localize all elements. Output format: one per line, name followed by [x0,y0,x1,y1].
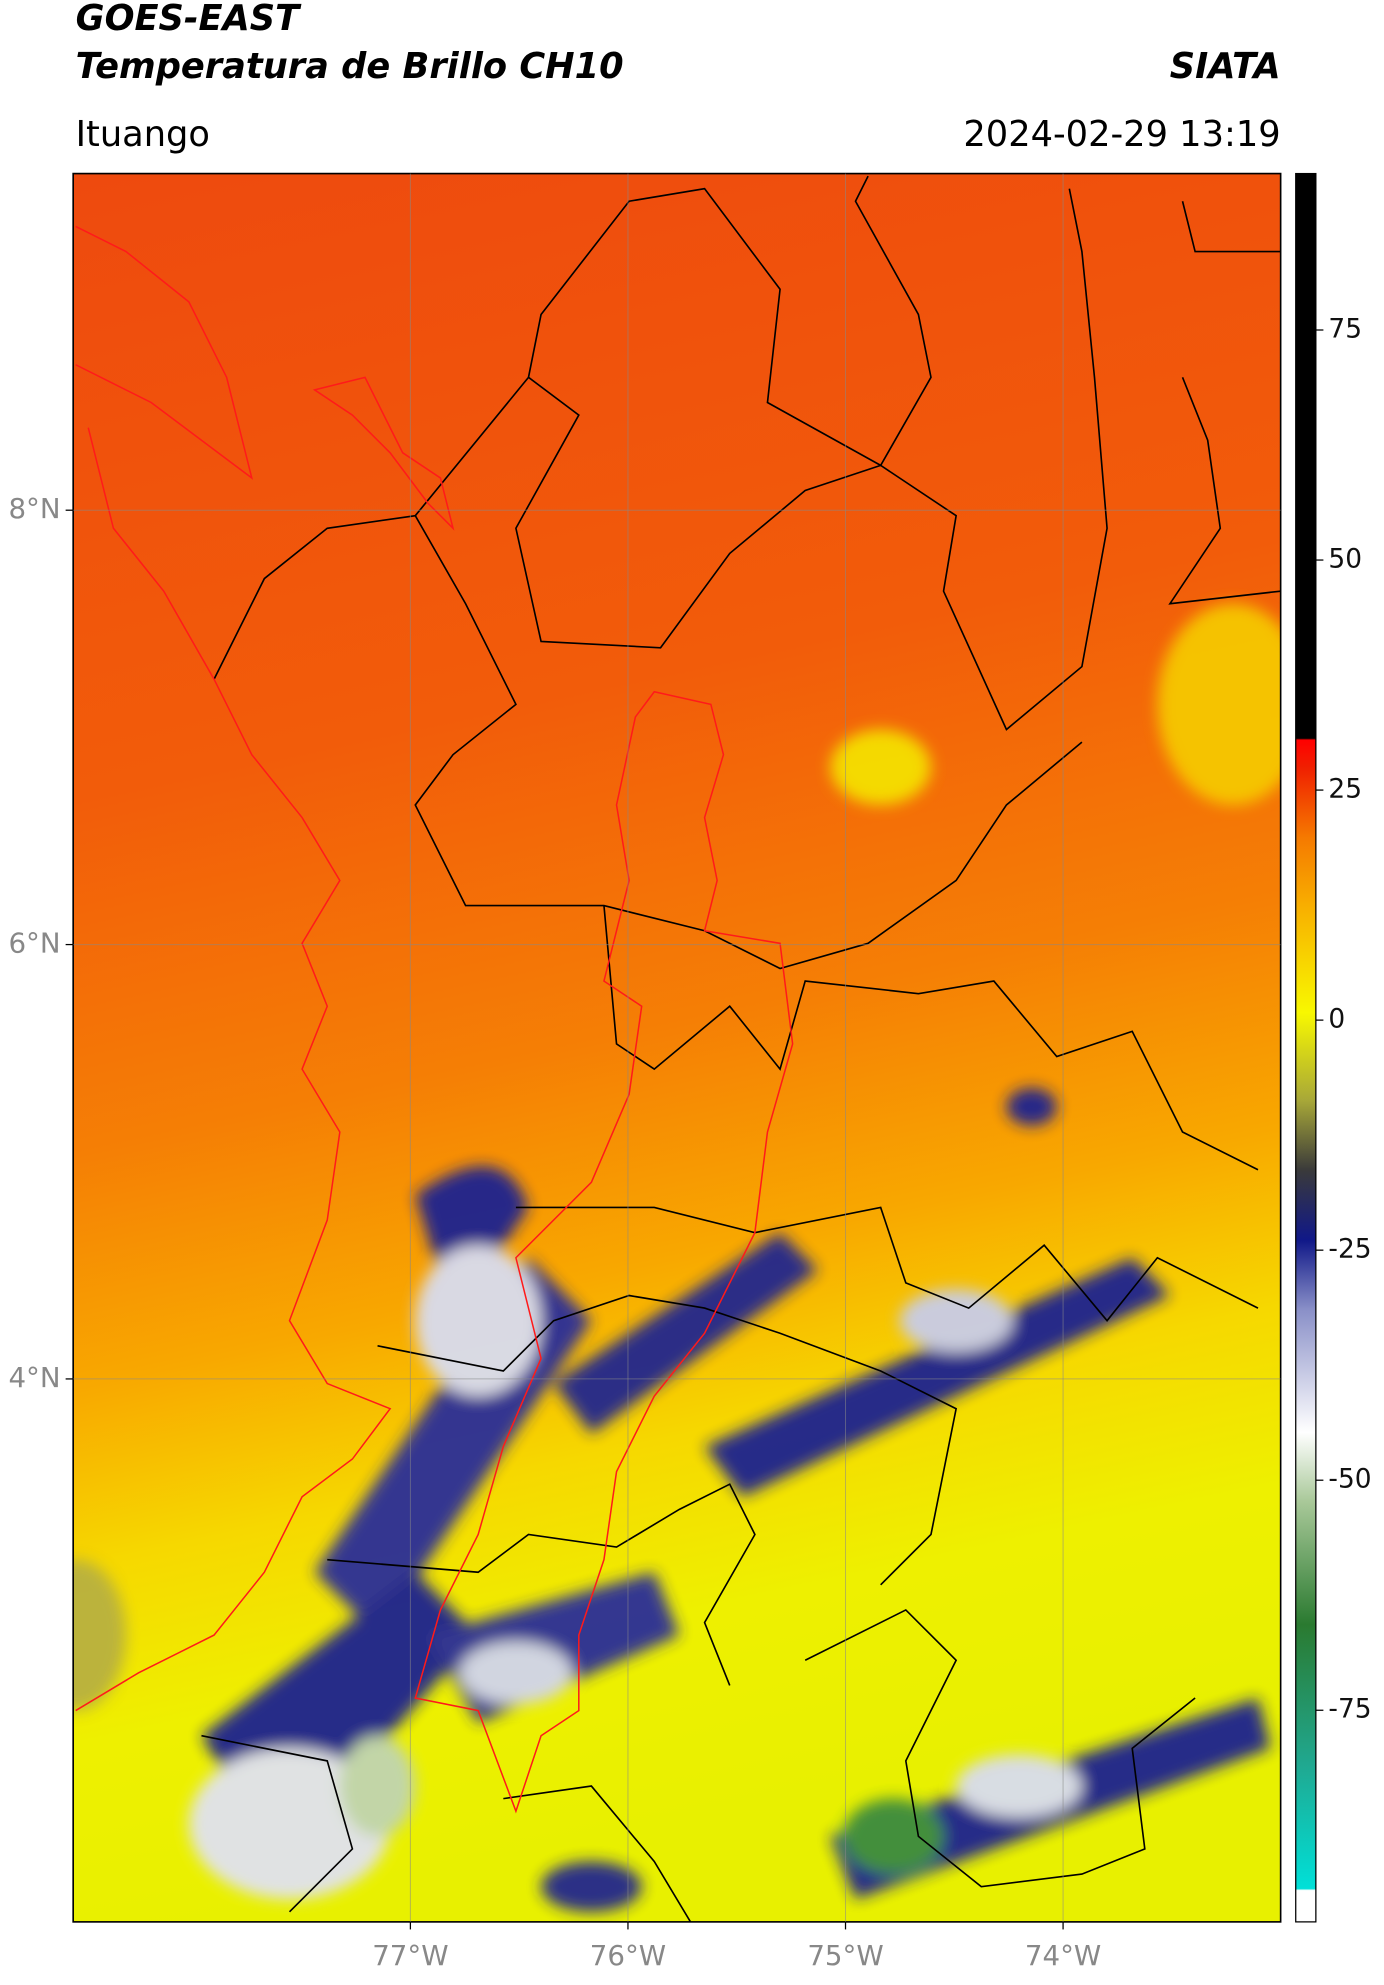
datetime: 2024-02-29 13:19 [963,114,1280,155]
map-image [73,173,1281,1922]
colorbar-tick-label: 25 [1328,774,1362,805]
colorbar-tick-label: -75 [1328,1694,1371,1725]
region: Ituango [76,114,210,155]
title: Temperatura de Brillo CH10 [76,46,624,87]
colorbar-tick-label: 0 [1328,1004,1345,1035]
map-frame [72,172,1282,1923]
lon-tick-label: 75°W [807,1939,883,1972]
source: SIATA [1170,46,1281,87]
lat-tick-label: 4°N [8,1361,60,1394]
colorbar [1295,172,1317,1923]
axes: 77°W 76°W 75°W 74°W 8°N 6°N 4°N 75 50 25 0 -25 -50 -7… [8,173,1372,1972]
lat-tick-label: 8°N [8,492,60,525]
colorbar-tick-label: 75 [1328,314,1362,345]
colorbar-tick-label: -25 [1328,1234,1371,1265]
lat-tick-label: 6°N [8,927,60,960]
lon-tick-label: 74°W [1025,1939,1101,1972]
lon-tick-label: 77°W [372,1939,448,1972]
colorbar-tick-label: -50 [1328,1464,1371,1495]
colorbar-tick-label: 50 [1328,544,1362,575]
title: GOES-EAST [76,0,302,39]
lon-tick-label: 76°W [590,1939,666,1972]
